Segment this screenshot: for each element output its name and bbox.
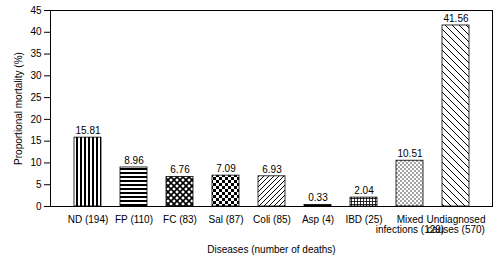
svg-text:6.93: 6.93	[262, 164, 282, 175]
svg-text:40: 40	[30, 26, 42, 37]
svg-text:10.51: 10.51	[397, 148, 422, 159]
svg-text:IBD (25): IBD (25)	[345, 213, 383, 225]
svg-text:15.81: 15.81	[75, 125, 100, 136]
svg-text:5: 5	[36, 179, 42, 190]
svg-text:Diseases (number of deaths): Diseases (number of deaths)	[207, 244, 335, 255]
svg-text:41.56: 41.56	[443, 13, 468, 24]
svg-text:Sal (87): Sal (87)	[208, 214, 243, 225]
svg-text:Undiagnosedcauses (570): Undiagnosedcauses (570)	[427, 214, 486, 235]
svg-text:8.96: 8.96	[124, 155, 144, 166]
svg-text:ND (194): ND (194)	[68, 214, 109, 225]
svg-text:30: 30	[30, 70, 42, 81]
svg-text:7.09: 7.09	[216, 163, 236, 174]
svg-text:Proportional mortality (%): Proportional mortality (%)	[13, 52, 24, 165]
svg-text:25: 25	[30, 92, 42, 103]
svg-text:Asp (4): Asp (4)	[302, 214, 334, 225]
svg-text:0: 0	[36, 201, 42, 212]
svg-text:Coli (85): Coli (85)	[253, 214, 291, 225]
svg-text:35: 35	[30, 48, 42, 59]
svg-text:FC (83): FC (83)	[163, 214, 197, 225]
svg-text:6.76: 6.76	[170, 164, 190, 175]
svg-text:10: 10	[30, 157, 42, 168]
html-text:Mixed: Mixed	[396, 213, 424, 225]
html-text:infections (129): infections (129)	[375, 223, 445, 235]
svg-text:0.33: 0.33	[308, 192, 328, 203]
svg-text:20: 20	[30, 114, 42, 125]
svg-text:15: 15	[30, 135, 42, 146]
svg-text:2.04: 2.04	[354, 185, 374, 196]
svg-text:FP (110): FP (110)	[115, 214, 153, 225]
svg-text:45: 45	[30, 5, 42, 16]
